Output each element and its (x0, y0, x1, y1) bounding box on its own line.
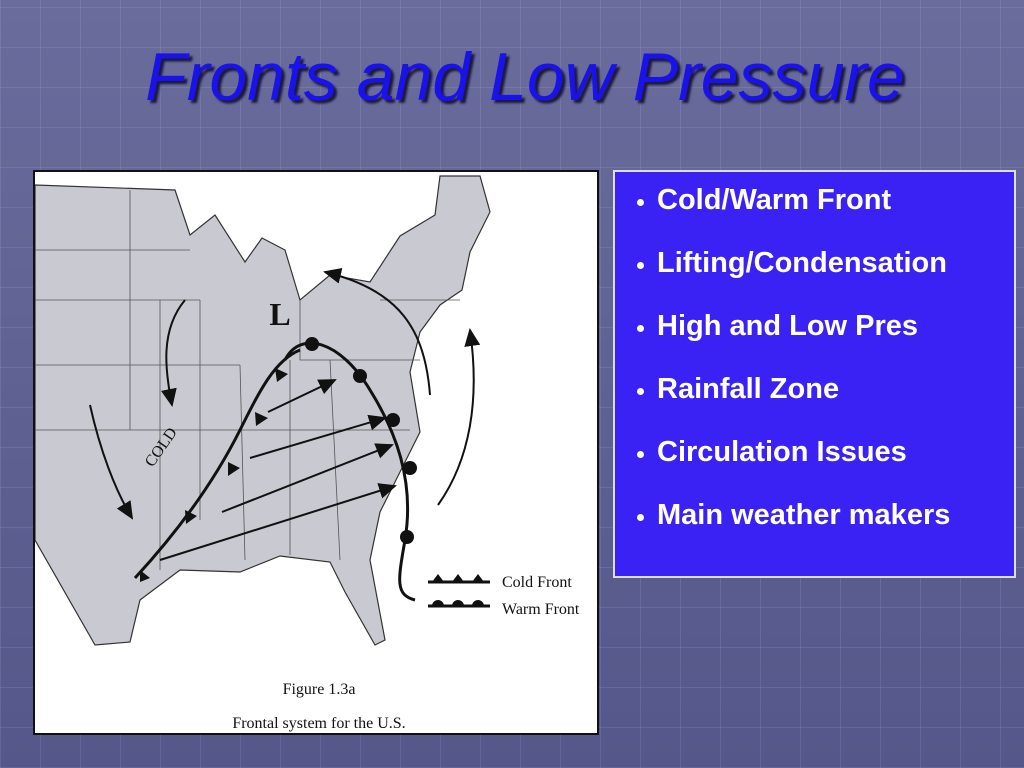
bullet-list: Cold/Warm Front Lifting/Condensation High … (613, 170, 1016, 578)
warm-front-bulges (305, 337, 417, 544)
legend-cold-teeth (432, 574, 484, 582)
bullet-item: Lifting/Condensation (657, 249, 1014, 278)
figure-number: Figure 1.3a (283, 681, 356, 698)
frontal-map: L COLD Cold Front Warm Front Figure 1.3a… (34, 175, 580, 732)
bullet-item: Cold/Warm Front (657, 186, 1014, 215)
state-lines (35, 190, 460, 570)
bullet-item: Main weather makers (657, 501, 1014, 530)
bullet-item: High and Low Pres (657, 312, 1014, 341)
legend-label: Warm Front (502, 601, 580, 618)
bullet-item: Circulation Issues (657, 438, 1014, 467)
figure: L COLD Cold Front Warm Front Figure 1.3a… (33, 170, 599, 735)
low-label: L (269, 296, 290, 332)
legend-warm-bulges (432, 600, 484, 606)
warm-front (283, 341, 416, 602)
legend-label: Cold Front (502, 574, 572, 591)
cold-front-teeth (140, 368, 288, 582)
bullet-item: Rainfall Zone (657, 375, 1014, 404)
us-map (34, 175, 491, 646)
cold-front (133, 348, 301, 580)
slide-title: Fronts and Low Pressure (145, 39, 905, 115)
figure-caption: Frontal system for the U.S. (232, 715, 405, 732)
flow-arrows (89, 267, 481, 561)
